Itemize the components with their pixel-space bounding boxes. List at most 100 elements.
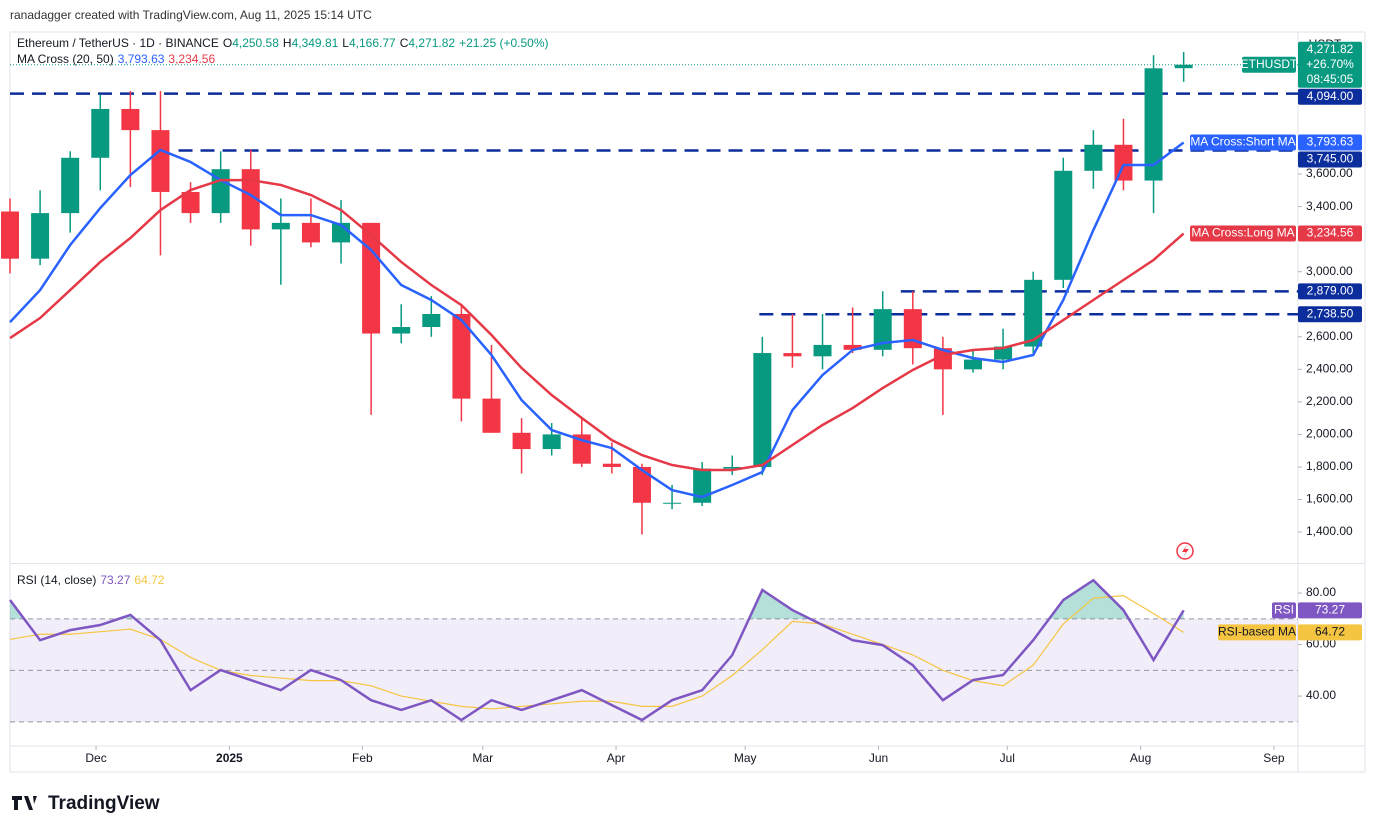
ma-line — [9, 141, 1185, 499]
ma-value-label-bg — [1298, 134, 1362, 151]
candle-body — [723, 466, 742, 469]
y-tick-label: 1,600.00 — [1306, 492, 1353, 506]
change: +21.25 (+0.50%) — [459, 36, 549, 50]
candle-body — [663, 502, 682, 504]
level-label-bg — [1298, 306, 1362, 323]
level-label-bg — [1298, 151, 1362, 168]
rsi-name-label: RSI-based MA — [1218, 625, 1296, 639]
ohlc-value: 4,349.81 — [291, 36, 339, 50]
x-tick-label: Jun — [869, 751, 888, 765]
rsi-value-label-bg — [1298, 602, 1362, 619]
level-label-bg — [1298, 88, 1362, 105]
candle-body — [813, 344, 832, 357]
candle-body — [1024, 279, 1043, 347]
candle-body — [632, 466, 651, 503]
alert-icon-bolt — [1182, 545, 1189, 557]
x-tick-label: Mar — [472, 751, 493, 765]
candle-body — [1054, 170, 1073, 280]
last-price-label: 08:45:05 — [1307, 72, 1354, 86]
candle-body — [994, 346, 1013, 360]
alert-icon[interactable] — [1176, 542, 1194, 560]
x-tick-label: Sep — [1263, 751, 1285, 765]
candle-body — [963, 359, 982, 370]
candle-body — [482, 398, 501, 433]
ma-legend: MA Cross (20, 50) 3,793.63 3,234.56 — [17, 52, 219, 66]
level-label: 3,745.00 — [1307, 152, 1354, 166]
ma-value-label-bg — [1298, 225, 1362, 242]
candle-body — [31, 213, 50, 259]
ma-line — [9, 178, 1185, 472]
candle-body — [753, 353, 772, 467]
y-tick-label: 1,400.00 — [1306, 524, 1353, 538]
ohlc-value: 4,166.77 — [348, 36, 396, 50]
candle-body — [271, 222, 290, 230]
candle-body — [903, 309, 922, 349]
rsi-legend: RSI (14, close) 73.27 64.72 — [17, 573, 168, 587]
level-label: 2,879.00 — [1307, 284, 1354, 298]
rsi-name-label-bg — [1272, 602, 1296, 619]
candle-body — [121, 108, 140, 131]
candle-body — [783, 353, 802, 357]
symbol-label-bg — [1242, 56, 1296, 73]
level-label-bg — [1298, 283, 1362, 300]
ohlc-value: 4,271.82 — [408, 36, 456, 50]
last-price-label: +26.70% — [1306, 57, 1354, 71]
x-tick-label: Aug — [1130, 751, 1151, 765]
x-tick-label: Jul — [1000, 751, 1015, 765]
candle-body — [392, 327, 411, 334]
candle-body — [512, 432, 531, 450]
ma-name-label: MA Cross:Short MA — [1190, 135, 1295, 149]
x-tick-label: May — [734, 751, 757, 765]
candle-body — [1114, 144, 1133, 181]
ma-value-label: 3,793.63 — [1307, 135, 1354, 149]
y-tick-label: 2,000.00 — [1306, 427, 1353, 441]
logo-mark — [12, 796, 37, 810]
candle-body — [362, 222, 381, 334]
rsi-name-label-bg — [1218, 624, 1296, 641]
rsi-line — [8, 578, 1185, 722]
last-price-label-bg — [1298, 41, 1362, 88]
rsi-value: 73.27 — [100, 573, 131, 587]
ohlc-key: O — [222, 36, 233, 50]
ohlc-value: 4,250.58 — [232, 36, 279, 50]
rsi-value: 64.72 — [134, 573, 165, 587]
candle-body — [151, 130, 170, 192]
candle-body — [422, 314, 441, 328]
y-tick-label: 80.00 — [1306, 585, 1336, 599]
rsi-value-label: 73.27 — [1315, 603, 1345, 617]
frame — [9, 31, 1366, 773]
x-tick-label: Dec — [85, 751, 106, 765]
symbol-label: ETHUSDT — [1241, 57, 1298, 71]
candle-body — [1, 211, 19, 259]
x-tick-label: Feb — [352, 751, 373, 765]
rsi-title: RSI (14, close) — [17, 573, 97, 587]
candle-body — [241, 169, 260, 230]
rsi-line — [9, 595, 1184, 710]
indicator-value: 3,234.56 — [168, 52, 216, 66]
rsi-value-label: 64.72 — [1315, 625, 1345, 639]
indicator-title: MA Cross (20, 50) — [17, 52, 114, 66]
y-tick-label: 40.00 — [1306, 688, 1336, 702]
brand: TradingView — [48, 793, 160, 814]
y-tick-label: 2,400.00 — [1306, 362, 1353, 376]
level-label: 4,094.00 — [1307, 89, 1354, 103]
y-tick-label: 2,200.00 — [1306, 394, 1353, 408]
credit: ranadagger created with TradingView.com,… — [10, 8, 372, 22]
candle-body — [843, 344, 862, 350]
symbol-title: Ethereum / TetherUS · 1D · BINANCE — [17, 36, 219, 50]
x-tick-label: Apr — [607, 751, 626, 765]
x-tick-label: 2025 — [216, 751, 243, 765]
overbought-fill — [10, 580, 1184, 619]
ohlc-key: L — [342, 36, 349, 50]
y-tick-label: 2,600.00 — [1306, 329, 1353, 343]
candle-body — [61, 157, 80, 214]
candle-body — [1174, 64, 1193, 69]
legend: Ethereum / TetherUS · 1D · BINANCE O4,250… — [17, 36, 553, 50]
y-tick-label: 3,600.00 — [1306, 166, 1353, 180]
ma-name-label-bg — [1190, 134, 1296, 151]
indicator-value: 3,793.63 — [117, 52, 165, 66]
y-tick-label: 3,400.00 — [1306, 199, 1353, 213]
candle-body — [91, 108, 110, 158]
candle-body — [602, 463, 621, 467]
